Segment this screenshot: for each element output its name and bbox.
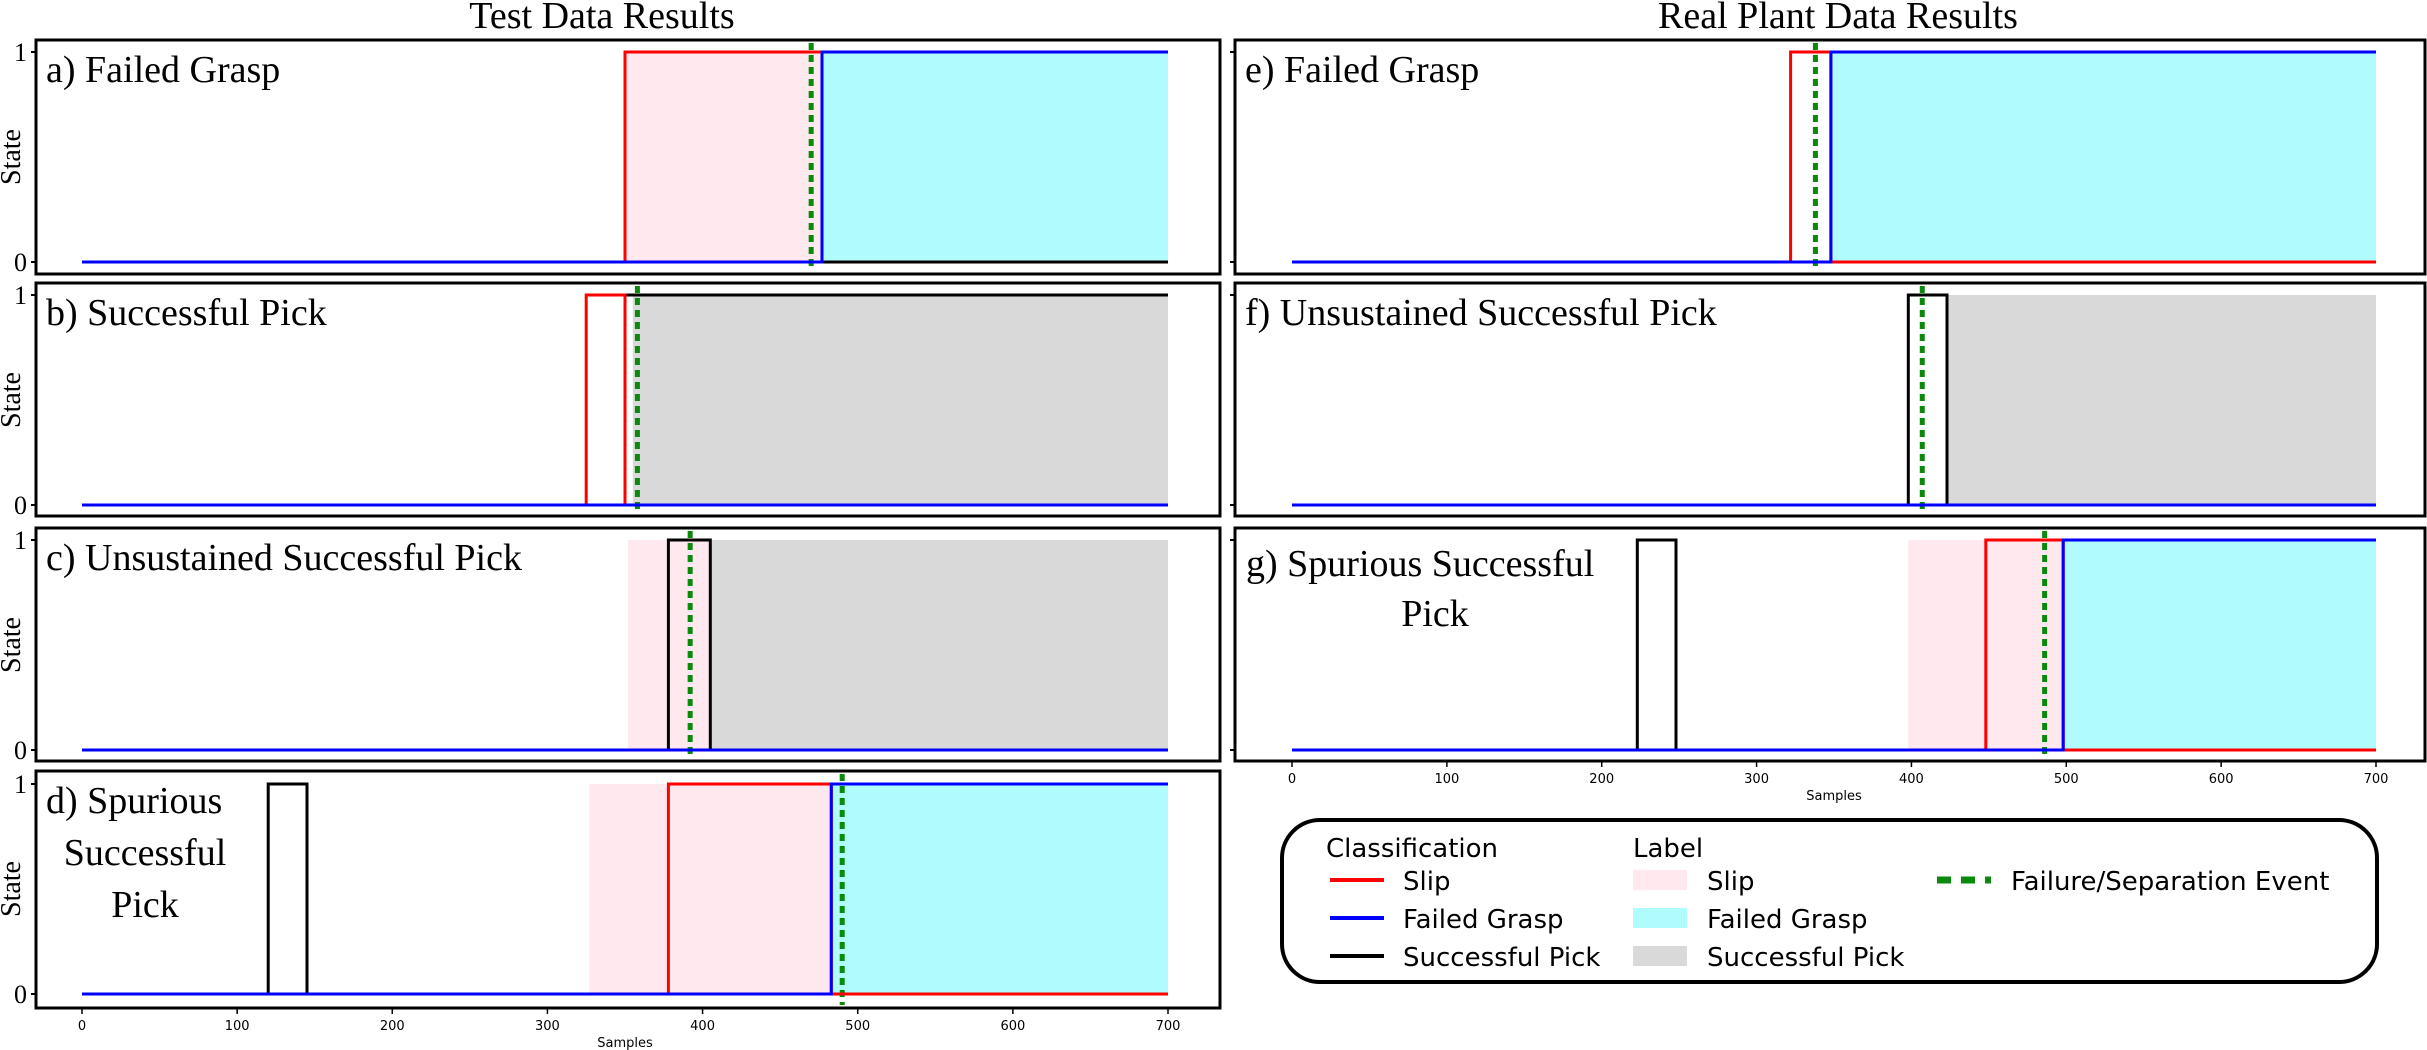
panel-b: 0 1 State b) Successful Pick [0, 281, 1222, 520]
column-title-real: Real Plant Data Results [1658, 0, 2018, 37]
legend-failed-line-label: Failed Grasp [1403, 905, 1564, 935]
legend-slip-line-label: Slip [1403, 867, 1450, 897]
panel-g: 0 100 200 300 400 500 600 700 Samples g) Spurious… [1230, 526, 2427, 804]
y-axis-label: State [0, 129, 27, 185]
panel-title: Pick [1401, 593, 1469, 635]
y-tick-label: 1 [14, 38, 27, 67]
x-tick-label: 0 [78, 1019, 86, 1034]
legend-failed-fill-swatch [1633, 908, 1687, 928]
y-tick-label: 0 [14, 491, 27, 520]
x-tick-label: 500 [845, 1019, 870, 1034]
label-region-slip [589, 784, 832, 994]
y-axis-label: State [0, 617, 27, 673]
panel-title: f) Unsustained Successful Pick [1245, 292, 1717, 334]
series-failed-grasp [1292, 538, 2376, 752]
label-region-success [1947, 295, 2376, 505]
x-tick-label: 600 [2209, 772, 2234, 787]
x-tick-label: 700 [1156, 1019, 1181, 1034]
y-tick-label: 0 [14, 980, 27, 1009]
y-tick-label: 0 [14, 736, 27, 765]
panel-title: b) Successful Pick [46, 292, 327, 334]
x-axis-label: Samples [597, 1036, 653, 1050]
x-tick-label: 300 [1744, 772, 1769, 787]
x-tick-label: 400 [1899, 772, 1924, 787]
legend-frame [1280, 818, 2379, 984]
label-region-success [632, 295, 1168, 505]
x-axis-label: Samples [1806, 789, 1862, 804]
legend-success-fill-swatch [1633, 946, 1687, 966]
column-title-test: Test Data Results [469, 0, 734, 37]
legend: Classification Label Slip Failed Grasp S… [1280, 818, 2379, 984]
legend-success-line-label: Successful Pick [1403, 943, 1600, 973]
panel-title: e) Failed Grasp [1245, 49, 1479, 91]
panel-title: a) Failed Grasp [46, 49, 280, 91]
label-region-failed [822, 52, 1168, 262]
x-tick-label: 200 [380, 1019, 405, 1034]
panels: 0 1 State a) Failed Grasp 0 1 State b) Successf… [0, 38, 2427, 1050]
label-region-slip [625, 52, 823, 262]
label-region-failed [1830, 52, 2376, 262]
panel-title: Successful [64, 832, 227, 874]
y-tick-label: 1 [14, 526, 27, 555]
x-tick-label: 500 [2054, 772, 2079, 787]
panel-title: g) Spurious Successful [1246, 543, 1594, 585]
panel-e: e) Failed Grasp [1230, 38, 2427, 276]
panel-title: Pick [111, 884, 179, 926]
panel-title: d) Spurious [46, 780, 222, 822]
y-tick-label: 1 [14, 770, 27, 799]
series-failed-grasp [82, 50, 1168, 264]
label-region-failed [831, 784, 1168, 994]
legend-failed-fill-label: Failed Grasp [1707, 905, 1868, 935]
x-tick-label: 400 [690, 1019, 715, 1034]
series-failed-grasp [1292, 50, 2376, 264]
y-axis-label: State [0, 861, 27, 917]
legend-slip-fill-swatch [1633, 870, 1687, 890]
legend-success-fill-label: Successful Pick [1707, 943, 1904, 973]
panel-d: 0 1 State 0 100 200 300 400 500 600 700 Samples d) S… [0, 769, 1222, 1050]
legend-label-title: Label [1633, 834, 1703, 864]
panel-c: 0 1 State c) Unsustained Successful Pick [0, 526, 1222, 765]
y-tick-label: 1 [14, 281, 27, 310]
x-tick-label: 100 [1434, 772, 1459, 787]
panel-f: f) Unsustained Successful Pick [1230, 281, 2427, 518]
panel-title: c) Unsustained Successful Pick [46, 537, 522, 579]
x-tick-label: 0 [1288, 772, 1296, 787]
series-failed-grasp [82, 782, 1168, 996]
legend-slip-fill-label: Slip [1707, 867, 1754, 897]
label-region-success [710, 540, 1168, 750]
x-tick-label: 300 [535, 1019, 560, 1034]
label-region-failed [2063, 540, 2376, 750]
legend-classification-title: Classification [1326, 834, 1498, 864]
y-axis-label: State [0, 372, 27, 428]
panel-a: 0 1 State a) Failed Grasp [0, 38, 1222, 277]
x-tick-label: 600 [1000, 1019, 1025, 1034]
x-tick-label: 200 [1589, 772, 1614, 787]
y-tick-label: 0 [14, 248, 27, 277]
x-tick-label: 700 [2364, 772, 2389, 787]
legend-event-label: Failure/Separation Event [2011, 867, 2329, 897]
x-tick-label: 100 [225, 1019, 250, 1034]
